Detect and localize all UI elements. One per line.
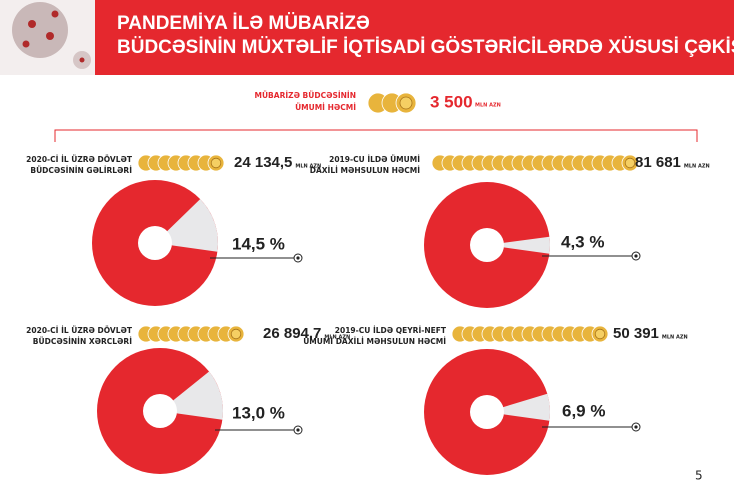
page-number: 5 — [695, 469, 703, 483]
bracket — [54, 129, 698, 142]
total: 26 894,7 — [263, 325, 321, 342]
budget-label: MÜBARİZƏ BÜDCƏSİNİN — [255, 91, 357, 100]
total: 81 681 — [635, 154, 681, 171]
header-title: PANDEMİYA İLƏ MÜBARİZƏ — [117, 13, 370, 34]
value-label: 4,3 % — [561, 232, 604, 251]
leader-dot-center — [296, 256, 300, 260]
unit: MLN AZN — [662, 335, 688, 341]
unit: MLN AZN — [684, 164, 710, 170]
chart-title: ÜMUMİ DAXİLİ MƏHSULUN HƏCMİ — [303, 337, 446, 346]
pie-hole — [143, 394, 177, 428]
total: 24 134,5 — [234, 154, 292, 171]
header-title: BÜDCƏSİNİN MÜXTƏLİF İQTİSADİ GÖSTƏRİCİLƏ… — [117, 37, 734, 58]
unit: MLN AZN — [295, 164, 321, 170]
budget-label: ÜMUMİ HƏCMİ — [295, 103, 356, 112]
chart-title: BÜDCƏSİNİN XƏRCLƏRİ — [33, 337, 132, 346]
coins — [137, 154, 225, 172]
pie-hole — [470, 228, 504, 262]
pie-hole — [470, 395, 504, 429]
leader-dot-center — [634, 425, 638, 429]
budget-amount: 3 500 — [430, 92, 473, 111]
chart-title: 2020-Cİ İL ÜZRƏ DÖVLƏT — [26, 326, 133, 335]
leader-dot-center — [634, 254, 638, 258]
coins — [367, 92, 417, 114]
virus-image — [0, 0, 95, 75]
chart-title: 2020-Cİ İL ÜZRƏ DÖVLƏT — [26, 155, 133, 164]
value-label: 14,5 % — [232, 234, 285, 253]
coins — [451, 325, 609, 343]
total: 50 391 — [613, 325, 659, 342]
unit: MLN AZN — [324, 335, 350, 341]
coins — [137, 325, 245, 343]
value-label: 6,9 % — [562, 401, 605, 420]
coins — [431, 154, 639, 172]
chart-title: DAXİLİ MƏHSULUN HƏCMİ — [310, 166, 420, 175]
coin-face — [230, 328, 242, 340]
budget-unit: MLN AZN — [475, 103, 501, 109]
coin-face — [624, 157, 636, 169]
coin-face — [210, 157, 222, 169]
chart-title: BÜDCƏSİNİN GƏLİRLƏRİ — [30, 166, 132, 175]
coins — [367, 92, 417, 114]
coin-face — [399, 96, 413, 110]
chart-title: 2019-CU İLDƏ QEYRİ-NEFT — [335, 326, 447, 335]
coin-face — [594, 328, 606, 340]
chart-title: 2019-CU İLDƏ ÜMUMİ — [329, 155, 420, 164]
pie-slice — [487, 236, 550, 254]
header-band — [95, 0, 734, 75]
leader-dot-center — [296, 428, 300, 432]
value-label: 13,0 % — [232, 403, 285, 422]
pie-hole — [138, 226, 172, 260]
